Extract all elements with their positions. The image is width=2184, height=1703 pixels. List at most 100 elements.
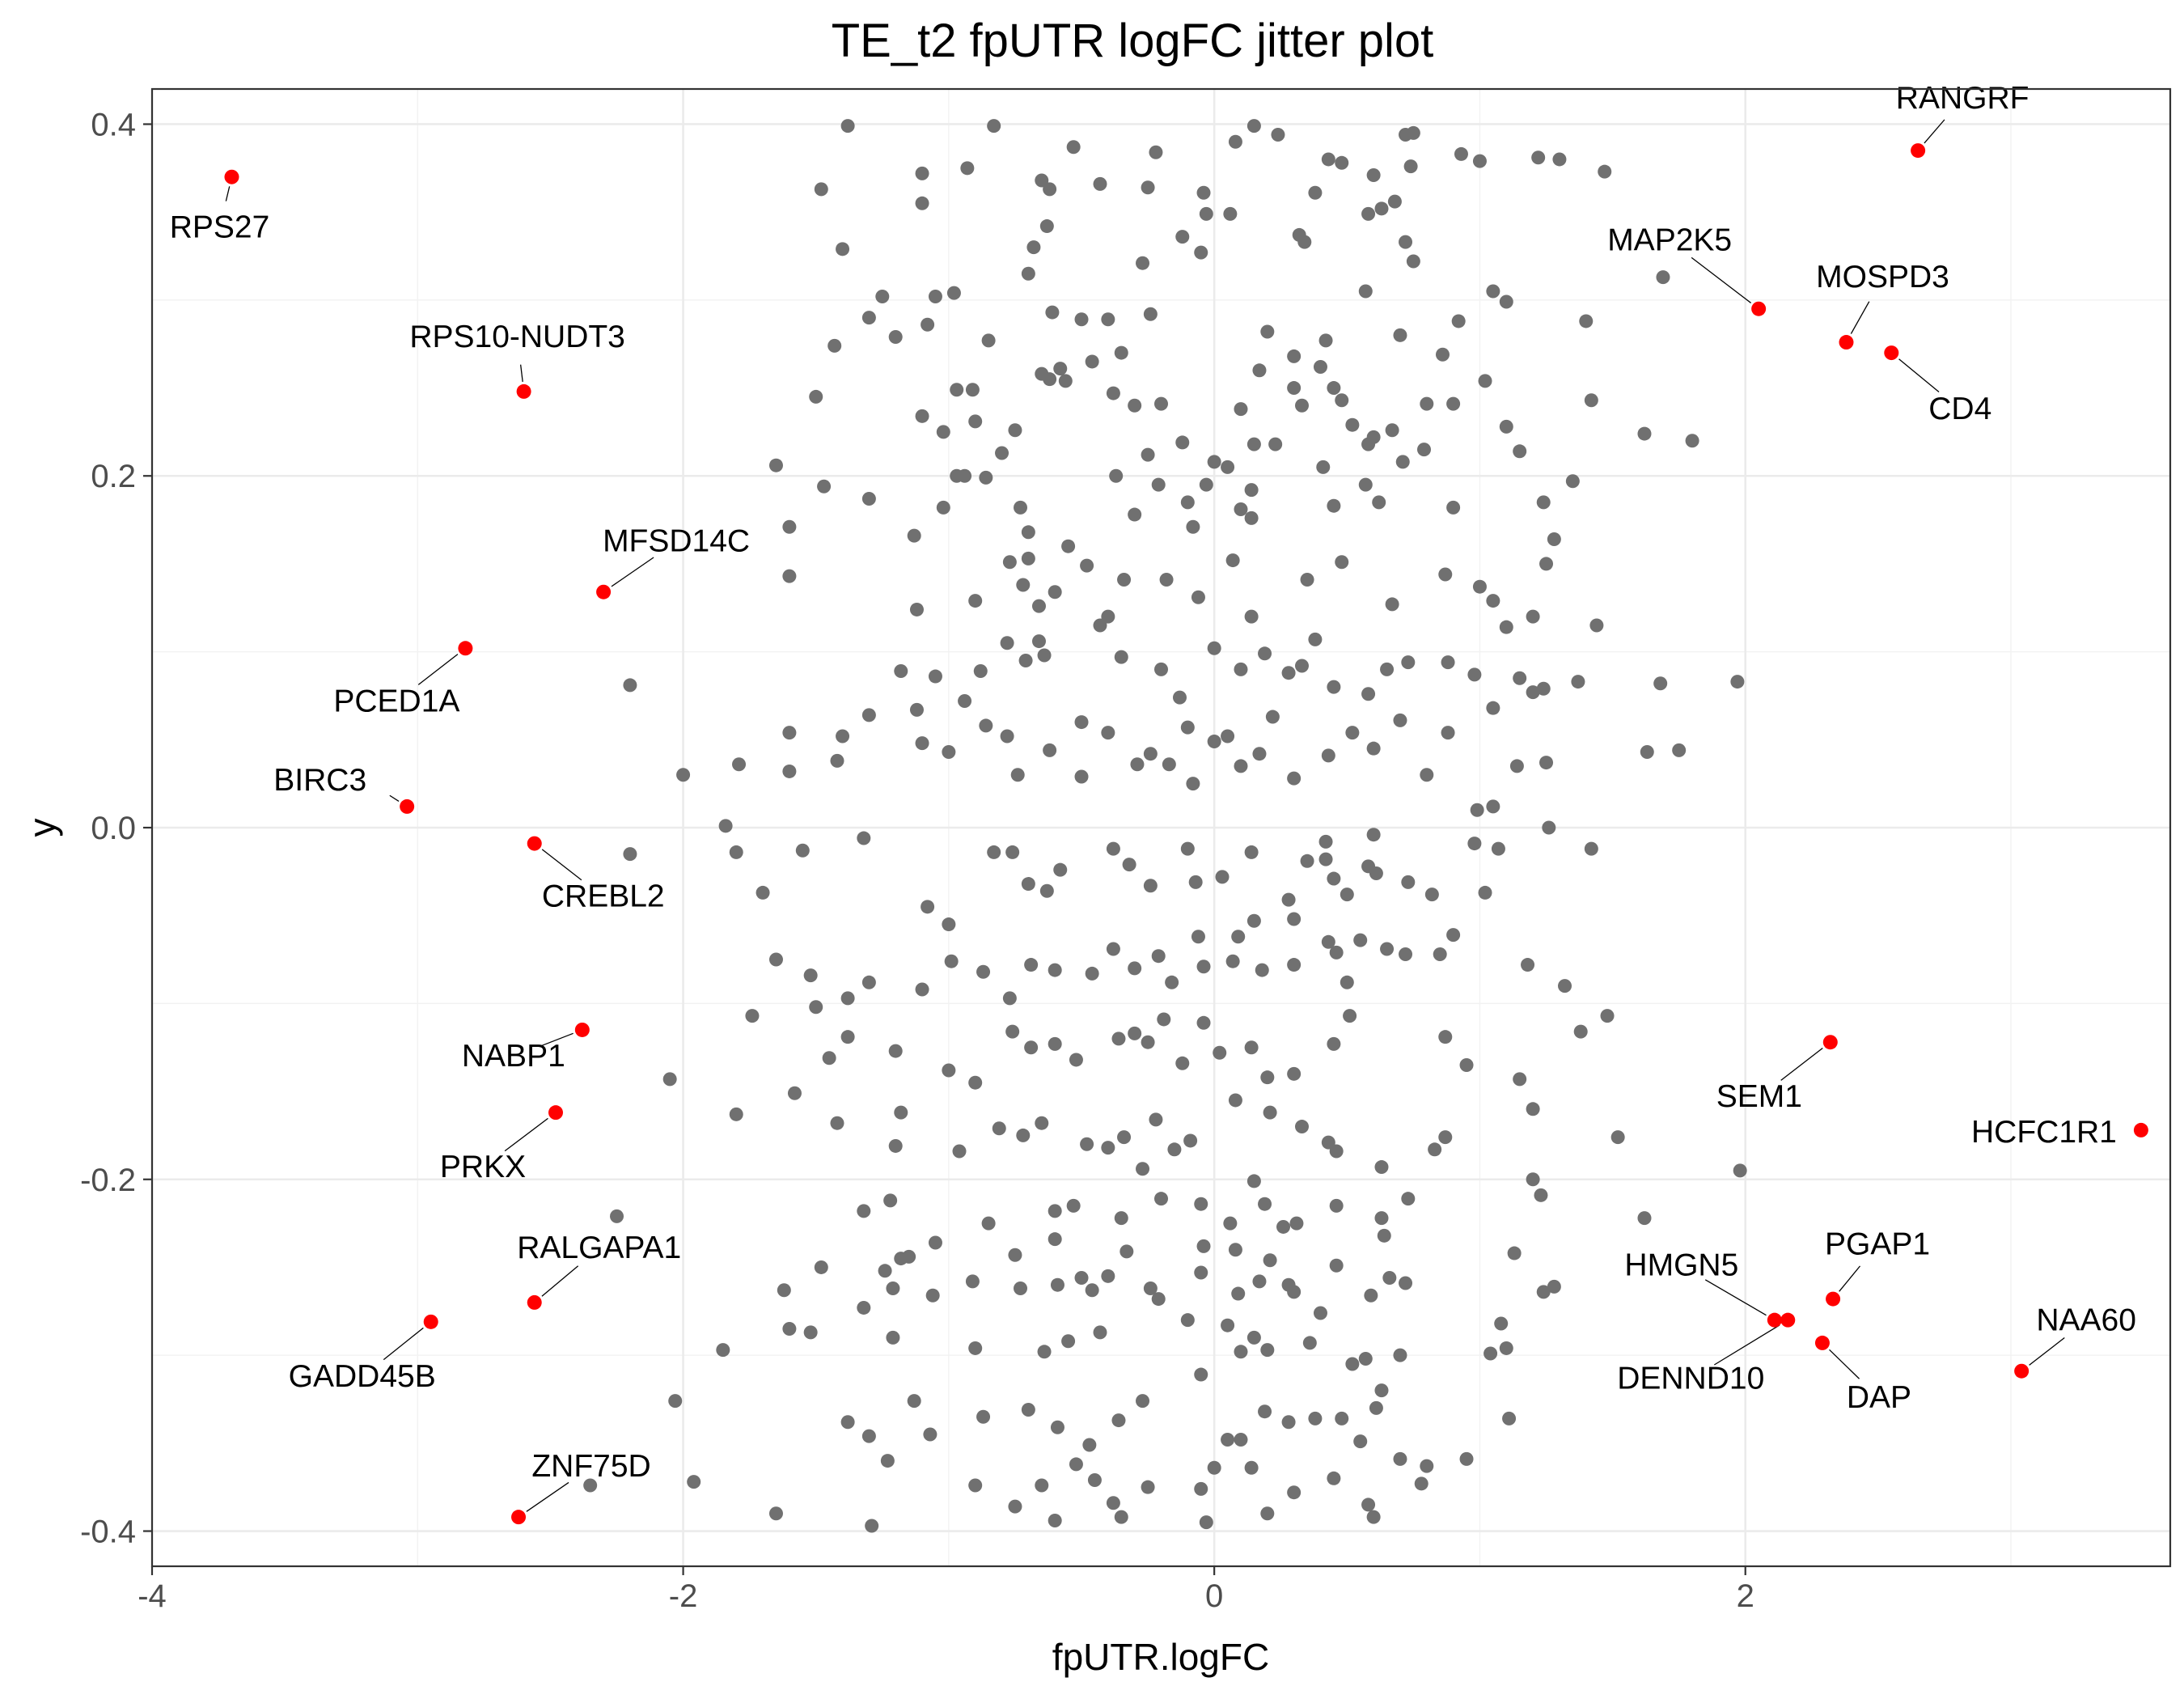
data-point	[1114, 650, 1128, 664]
highlighted-point	[2133, 1122, 2148, 1137]
data-point	[1308, 632, 1323, 646]
data-point	[987, 845, 1001, 859]
data-point	[1539, 557, 1554, 571]
label-leader-line	[1704, 1279, 1767, 1316]
data-point	[1194, 1481, 1208, 1496]
data-point	[1552, 152, 1567, 167]
data-point	[1335, 555, 1349, 570]
data-point	[1048, 1513, 1062, 1527]
data-point	[787, 1086, 802, 1100]
data-point	[888, 330, 903, 345]
point-label: CD4	[1928, 392, 1991, 426]
data-point	[1149, 145, 1163, 159]
data-point	[1128, 961, 1142, 976]
data-point	[1048, 963, 1062, 977]
data-point	[1231, 1286, 1246, 1301]
data-point	[1366, 430, 1381, 444]
data-point	[1294, 659, 1309, 673]
data-point	[1446, 500, 1461, 515]
data-point	[1101, 1269, 1115, 1283]
label-leader-line	[1839, 1265, 1861, 1292]
data-point	[1101, 609, 1115, 624]
data-point	[1221, 729, 1235, 743]
data-point	[1271, 128, 1285, 142]
data-point	[1327, 680, 1341, 694]
point-label: NABP1	[462, 1039, 565, 1074]
data-point	[1141, 447, 1155, 462]
data-point	[1037, 648, 1052, 663]
data-point	[886, 1281, 900, 1296]
data-point	[1584, 841, 1598, 856]
data-point	[1225, 553, 1240, 568]
data-point	[1656, 270, 1670, 285]
data-point	[915, 409, 929, 423]
data-point	[1438, 1030, 1453, 1044]
data-point	[1534, 1188, 1548, 1202]
data-point	[1039, 219, 1054, 234]
data-point	[1048, 1204, 1062, 1218]
data-point	[1021, 877, 1035, 892]
data-point	[1228, 1093, 1242, 1108]
data-point	[865, 1519, 879, 1533]
data-point	[1369, 1400, 1383, 1415]
data-point	[942, 917, 956, 932]
highlighted-point	[511, 1510, 527, 1525]
data-point	[1308, 1411, 1323, 1426]
data-point	[1000, 636, 1014, 650]
data-point	[968, 1075, 983, 1090]
grid	[150, 89, 2170, 1566]
data-point	[1005, 845, 1020, 859]
label-leader-line	[1780, 1048, 1823, 1081]
data-point	[1329, 1144, 1344, 1159]
point-label: PRKX	[440, 1150, 526, 1184]
data-point	[1141, 180, 1155, 195]
axes: -4 -2 0 2 -0.4 -0.2 0.0 0.2 0.4	[80, 107, 1754, 1614]
data-point	[1372, 495, 1386, 510]
data-point	[857, 831, 871, 845]
data-point	[1395, 455, 1410, 469]
point-label: CREBL2	[542, 879, 665, 914]
data-point	[1002, 555, 1017, 570]
data-point	[782, 1322, 797, 1337]
data-point	[1074, 312, 1089, 327]
data-point	[1502, 1411, 1517, 1426]
data-point	[1234, 402, 1248, 417]
data-point	[1327, 871, 1341, 886]
data-point	[718, 819, 733, 833]
data-point	[1234, 502, 1248, 517]
data-point	[1122, 858, 1136, 872]
data-point	[1433, 947, 1447, 962]
data-point	[1547, 1279, 1561, 1294]
data-point	[1297, 235, 1312, 249]
data-point	[944, 954, 959, 968]
highlighted-point	[1911, 143, 1926, 159]
highlighted-points	[224, 143, 2148, 1525]
data-point	[1162, 757, 1176, 772]
data-point	[1141, 1480, 1155, 1494]
data-point	[1016, 578, 1031, 592]
data-point	[1258, 1197, 1272, 1211]
data-point	[1536, 1285, 1551, 1299]
data-point	[768, 458, 783, 472]
x-axis-title: fpUTR.logFC	[1052, 1636, 1269, 1678]
data-point	[1024, 1040, 1039, 1055]
data-point	[729, 1107, 743, 1121]
data-point	[1175, 230, 1190, 244]
data-point	[1026, 240, 1041, 255]
data-point	[1287, 381, 1302, 396]
data-point	[814, 1260, 828, 1274]
data-point	[1130, 757, 1145, 772]
data-point	[1313, 359, 1327, 374]
data-point	[777, 1283, 791, 1298]
point-labels: RPS27 RPS10-NUDT3 MFSD14C PCED1A BIRC3 CREBL2…	[170, 81, 2136, 1484]
data-point	[1101, 1141, 1115, 1155]
data-point	[1399, 1276, 1413, 1290]
data-point	[1050, 1277, 1064, 1292]
data-point	[857, 1204, 871, 1218]
data-point	[1438, 1130, 1453, 1145]
data-point	[1053, 362, 1068, 376]
data-point	[1484, 1346, 1498, 1361]
data-point	[1120, 1244, 1134, 1259]
data-point	[1499, 294, 1513, 309]
